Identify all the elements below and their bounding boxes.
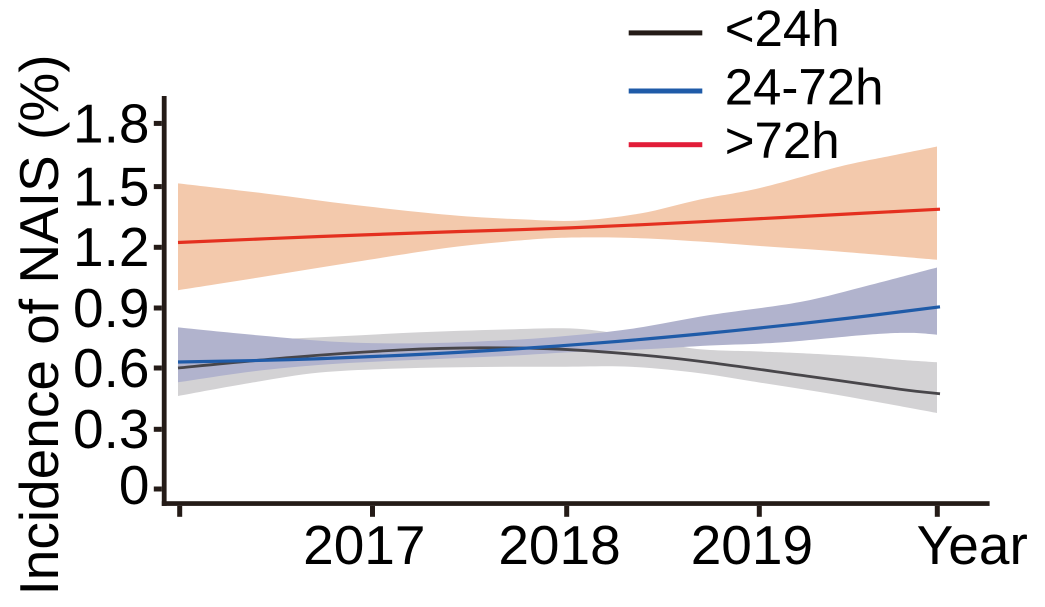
svg-text:24-72h: 24-72h <box>725 58 884 115</box>
svg-text:0.3: 0.3 <box>73 398 149 460</box>
svg-text:0.9: 0.9 <box>73 277 149 339</box>
svg-text:Incidence of NAIS (%): Incidence of NAIS (%) <box>8 54 70 595</box>
svg-text:2019: 2019 <box>691 514 813 576</box>
svg-text:0.6: 0.6 <box>73 337 149 399</box>
svg-text:1.8: 1.8 <box>73 92 149 154</box>
svg-text:2018: 2018 <box>498 514 620 576</box>
svg-text:0: 0 <box>119 454 150 516</box>
svg-text:>72h: >72h <box>725 112 840 169</box>
svg-text:1.5: 1.5 <box>73 156 149 218</box>
svg-text:<24h: <24h <box>725 0 840 57</box>
svg-text:1.2: 1.2 <box>73 216 149 278</box>
svg-text:Year: Year <box>917 514 1028 576</box>
svg-text:2017: 2017 <box>303 514 425 576</box>
